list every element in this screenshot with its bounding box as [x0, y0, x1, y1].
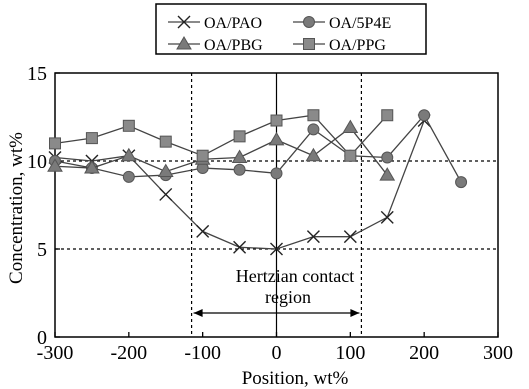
legend-item: OA/PBG	[168, 36, 263, 54]
legend-item: OA/5P4E	[293, 15, 391, 32]
data-point	[343, 230, 357, 244]
y-tick-label: 10	[27, 151, 47, 173]
data-point	[196, 149, 209, 162]
legend-marker	[303, 38, 315, 50]
data-point	[231, 149, 248, 163]
series-oa-ppg	[49, 109, 394, 162]
data-point	[270, 242, 283, 256]
x-tick-label: 200	[409, 342, 439, 364]
data-point	[270, 167, 283, 180]
x-axis-title: Position, wt%	[242, 368, 349, 389]
data-point	[379, 167, 396, 181]
data-point	[306, 230, 320, 244]
series-line	[54, 126, 388, 176]
legend-marker	[177, 15, 191, 29]
x-tick-label: -300	[37, 342, 74, 364]
y-tick-label: 15	[27, 63, 47, 85]
axis-ticks: -300 -200 -100 0 100 200 300 0 5 10 15	[27, 63, 513, 364]
data-point	[380, 210, 394, 224]
x-tick-label: -100	[184, 342, 221, 364]
data-point	[85, 132, 98, 145]
data-point	[455, 176, 468, 189]
series-line	[54, 114, 462, 183]
data-point	[84, 160, 100, 174]
data-point	[233, 240, 247, 254]
legend-label: OA/5P4E	[329, 15, 391, 32]
data-point	[381, 151, 394, 164]
x-tick-label: 300	[483, 342, 513, 364]
annotation-line2: region	[265, 287, 311, 307]
legend-item: OA/PAO	[168, 15, 262, 32]
series-oa-pbg	[47, 119, 396, 181]
data-point	[268, 131, 285, 146]
hertzian-annotation: Hertzian contact region	[193, 266, 360, 317]
arrow-head-right	[350, 309, 360, 317]
data-point	[381, 109, 394, 122]
y-tick-label: 5	[37, 239, 47, 261]
x-tick-label: -200	[110, 342, 147, 364]
legend-label: OA/PPG	[329, 37, 386, 54]
legend-label: OA/PBG	[204, 37, 263, 54]
x-tick-label: 0	[272, 342, 282, 364]
data-point	[270, 114, 283, 127]
y-axis-title: Concentration, wt%	[6, 132, 27, 284]
legend-item: OA/PPG	[293, 37, 386, 54]
data-point	[233, 130, 246, 143]
data-point	[159, 187, 173, 201]
data-point	[196, 224, 210, 238]
data-point	[157, 163, 174, 178]
legend-marker	[303, 16, 315, 28]
x-tick-label: 100	[335, 342, 365, 364]
data-point	[120, 147, 137, 162]
legend-label: OA/PAO	[204, 15, 262, 32]
data-point	[344, 149, 357, 162]
data-point	[307, 109, 320, 122]
annotation-line1: Hertzian contact	[236, 266, 354, 286]
data-point	[342, 119, 359, 134]
series-line	[54, 114, 388, 157]
data-point	[307, 123, 320, 136]
data-point	[47, 158, 63, 172]
legend: OA/PAO OA/5P4E OA/PBG OA/PPG	[155, 3, 427, 55]
y-tick-label: 0	[37, 327, 47, 349]
arrow-head-left	[193, 309, 203, 317]
data-point	[122, 170, 135, 183]
series-layer	[47, 109, 468, 256]
data-point	[49, 137, 61, 150]
legend-marker	[176, 36, 192, 50]
data-point	[233, 163, 246, 176]
data-point	[305, 147, 322, 162]
data-point	[418, 109, 431, 122]
legend-box	[155, 3, 427, 55]
data-point	[122, 119, 135, 132]
data-point	[159, 135, 172, 148]
